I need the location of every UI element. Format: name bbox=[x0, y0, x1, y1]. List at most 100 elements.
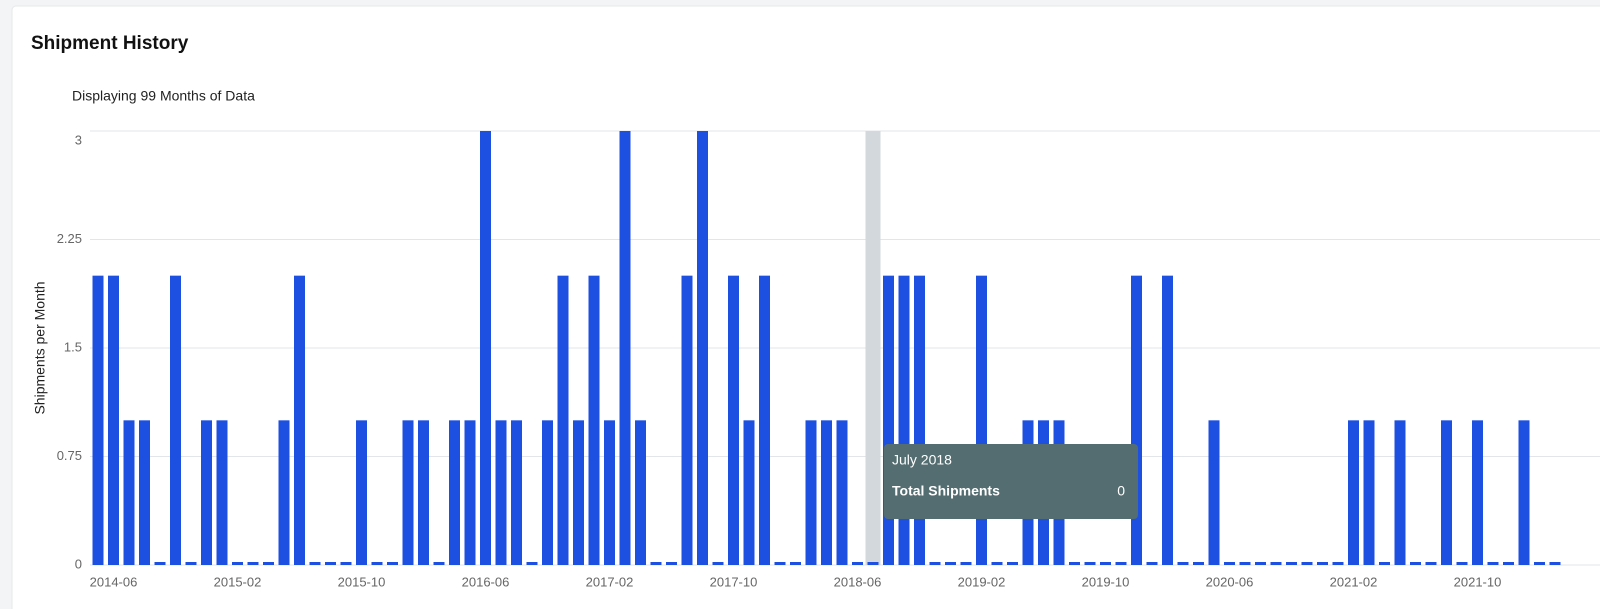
bar bbox=[1177, 562, 1189, 565]
bar bbox=[309, 562, 321, 565]
bar bbox=[1518, 420, 1530, 565]
bar bbox=[976, 275, 987, 565]
x-tick-label: 2019-10 bbox=[1082, 574, 1130, 589]
bar bbox=[1379, 562, 1390, 565]
bar bbox=[1317, 562, 1328, 565]
bar bbox=[1115, 562, 1127, 565]
bar bbox=[1394, 420, 1406, 565]
chart-title: Shipment History bbox=[31, 33, 189, 54]
bar bbox=[650, 562, 662, 565]
bar bbox=[340, 562, 352, 565]
bar bbox=[929, 562, 941, 565]
bar bbox=[387, 562, 398, 565]
bar bbox=[836, 420, 848, 565]
bar bbox=[728, 275, 739, 565]
bar bbox=[1348, 420, 1359, 565]
bar bbox=[1301, 562, 1313, 565]
bar bbox=[278, 420, 290, 565]
bar bbox=[821, 420, 832, 565]
bar bbox=[108, 275, 119, 565]
bar bbox=[1286, 562, 1297, 565]
x-tick-label: 2021-02 bbox=[1330, 574, 1378, 589]
x-tick-label: 2017-10 bbox=[710, 574, 758, 589]
bar bbox=[604, 420, 615, 565]
bar bbox=[402, 420, 414, 565]
bar bbox=[1255, 562, 1266, 565]
bar bbox=[697, 131, 708, 565]
bar bbox=[883, 275, 894, 565]
bar bbox=[526, 562, 538, 565]
bar bbox=[1239, 562, 1251, 565]
y-tick-label: 0.75 bbox=[57, 448, 82, 463]
bar bbox=[1503, 562, 1514, 565]
bar bbox=[495, 420, 507, 565]
bar bbox=[1441, 420, 1452, 565]
bar bbox=[790, 562, 801, 565]
bar bbox=[774, 562, 786, 565]
bar bbox=[991, 562, 1003, 565]
bar bbox=[418, 420, 429, 565]
bar bbox=[1007, 562, 1018, 565]
tooltip: July 2018 Total Shipments 0 bbox=[884, 444, 1138, 519]
y-tick-label: 1.5 bbox=[64, 339, 82, 354]
hover-highlight bbox=[865, 131, 881, 565]
bar bbox=[914, 275, 925, 565]
bar bbox=[433, 562, 445, 565]
bar bbox=[449, 420, 460, 565]
bar bbox=[1193, 562, 1204, 565]
bar bbox=[1270, 562, 1282, 565]
bar bbox=[852, 562, 863, 565]
bar bbox=[1084, 562, 1096, 565]
bar bbox=[371, 562, 383, 565]
bar bbox=[1534, 562, 1545, 565]
bar bbox=[635, 420, 646, 565]
bar bbox=[898, 275, 910, 565]
bar bbox=[1332, 562, 1344, 565]
bar bbox=[232, 562, 243, 565]
bar bbox=[1100, 562, 1111, 565]
bar bbox=[573, 420, 584, 565]
y-axis-label: Shipments per Month bbox=[32, 281, 48, 414]
bar bbox=[480, 131, 491, 565]
bar bbox=[1146, 562, 1158, 565]
bar bbox=[960, 562, 972, 565]
bar bbox=[557, 275, 569, 565]
bar bbox=[356, 420, 367, 565]
bar bbox=[1425, 562, 1437, 565]
bar bbox=[1224, 562, 1235, 565]
bar bbox=[945, 562, 956, 565]
tooltip-title: July 2018 bbox=[892, 452, 952, 468]
x-tick-label: 2015-10 bbox=[338, 574, 386, 589]
x-tick-label: 2021-10 bbox=[1454, 574, 1502, 589]
bar bbox=[1472, 420, 1483, 565]
bar bbox=[263, 562, 274, 565]
bar bbox=[154, 562, 166, 565]
bar bbox=[216, 420, 228, 565]
x-tick-label: 2018-06 bbox=[834, 574, 882, 589]
bar bbox=[759, 275, 770, 565]
bar bbox=[681, 275, 693, 565]
bar bbox=[139, 420, 150, 565]
x-tick-label: 2016-06 bbox=[462, 574, 510, 589]
bar bbox=[1069, 562, 1080, 565]
bar bbox=[325, 562, 336, 565]
bar bbox=[588, 275, 600, 565]
bar bbox=[1549, 562, 1561, 565]
bar bbox=[666, 562, 677, 565]
bar bbox=[1208, 420, 1220, 565]
bar bbox=[185, 562, 197, 565]
chart-subtitle: Displaying 99 Months of Data bbox=[72, 88, 255, 104]
bar bbox=[294, 275, 305, 565]
bar bbox=[511, 420, 522, 565]
bar bbox=[1131, 275, 1142, 565]
x-tick-label: 2017-02 bbox=[586, 574, 634, 589]
bar bbox=[805, 420, 817, 565]
y-tick-label: 3 bbox=[75, 132, 82, 147]
bar bbox=[201, 420, 212, 565]
bar bbox=[123, 420, 135, 565]
bar bbox=[1410, 562, 1421, 565]
bar bbox=[1487, 562, 1499, 565]
y-tick-label: 2.25 bbox=[57, 231, 82, 246]
y-tick-label: 0 bbox=[75, 556, 82, 571]
